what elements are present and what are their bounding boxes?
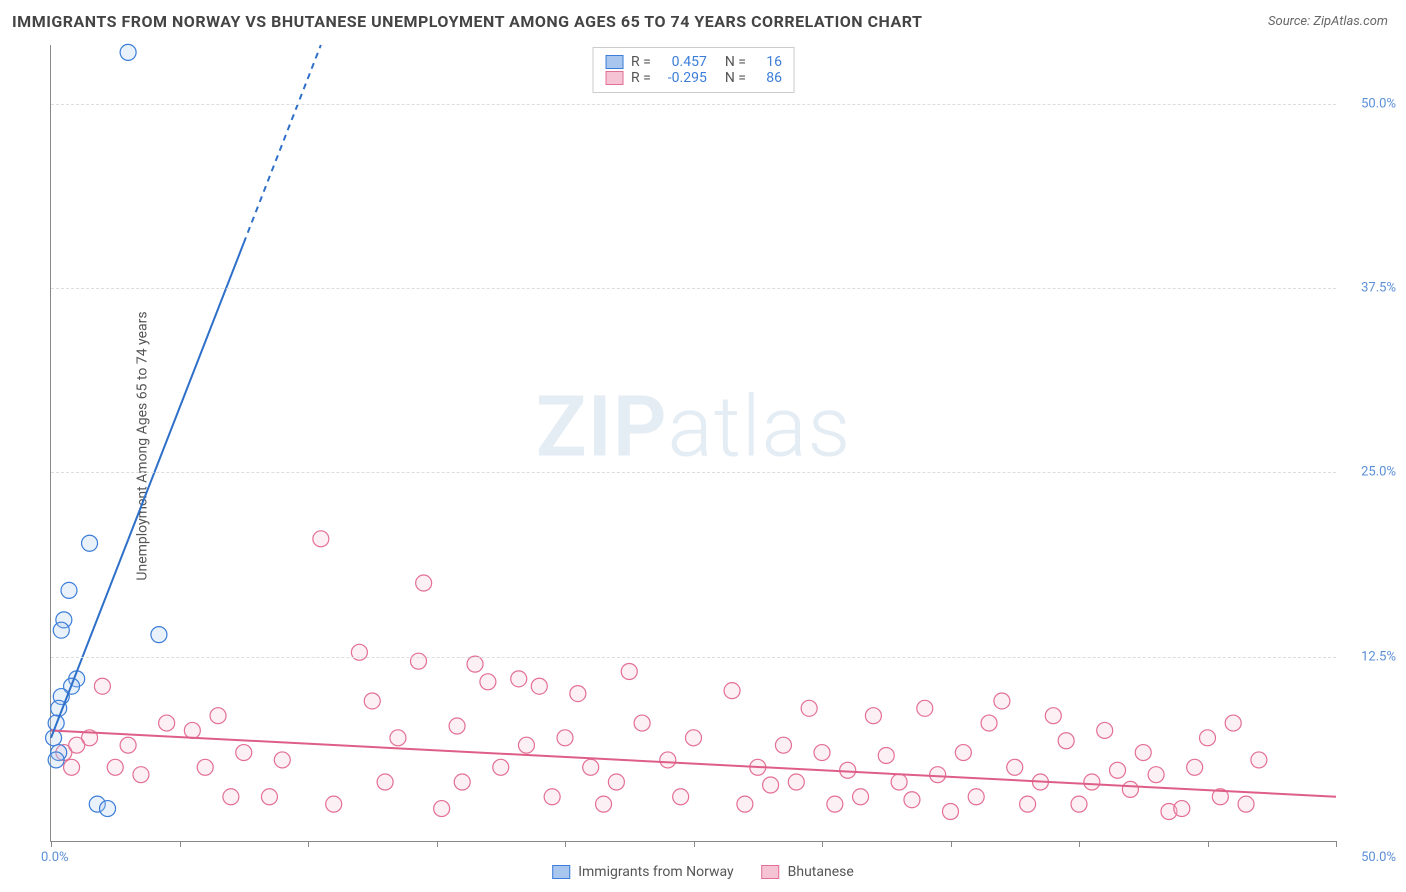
plot-area: ZIPatlas R = 0.457 N = 16 R = -0.295 N =…	[50, 45, 1336, 842]
x-tick-start: 0.0%	[41, 850, 69, 865]
legend-row-norway: R = 0.457 N = 16	[605, 54, 782, 70]
source-attribution: Source: ZipAtlas.com	[1268, 14, 1388, 29]
y-tick-label: 25.0%	[1361, 465, 1396, 480]
swatch-bhutanese	[605, 71, 623, 85]
series-legend: Immigrants from Norway Bhutanese	[552, 864, 854, 880]
correlation-legend: R = 0.457 N = 16 R = -0.295 N = 86	[592, 47, 795, 93]
plot-svg	[51, 45, 1336, 841]
legend-item-norway: Immigrants from Norway	[552, 864, 733, 880]
legend-label-bhutanese: Bhutanese	[788, 864, 854, 880]
y-tick-label: 50.0%	[1361, 96, 1396, 111]
chart-title: IMMIGRANTS FROM NORWAY VS BHUTANESE UNEM…	[12, 12, 922, 31]
swatch-norway-icon	[552, 865, 570, 879]
y-tick-label: 37.5%	[1361, 281, 1396, 296]
swatch-bhutanese-icon	[762, 865, 780, 879]
legend-row-bhutanese: R = -0.295 N = 86	[605, 70, 782, 86]
swatch-norway	[605, 55, 623, 69]
legend-label-norway: Immigrants from Norway	[578, 864, 733, 880]
x-tick-end: 50.0%	[1361, 850, 1396, 865]
legend-item-bhutanese: Bhutanese	[762, 864, 854, 880]
y-tick-label: 12.5%	[1361, 649, 1396, 664]
